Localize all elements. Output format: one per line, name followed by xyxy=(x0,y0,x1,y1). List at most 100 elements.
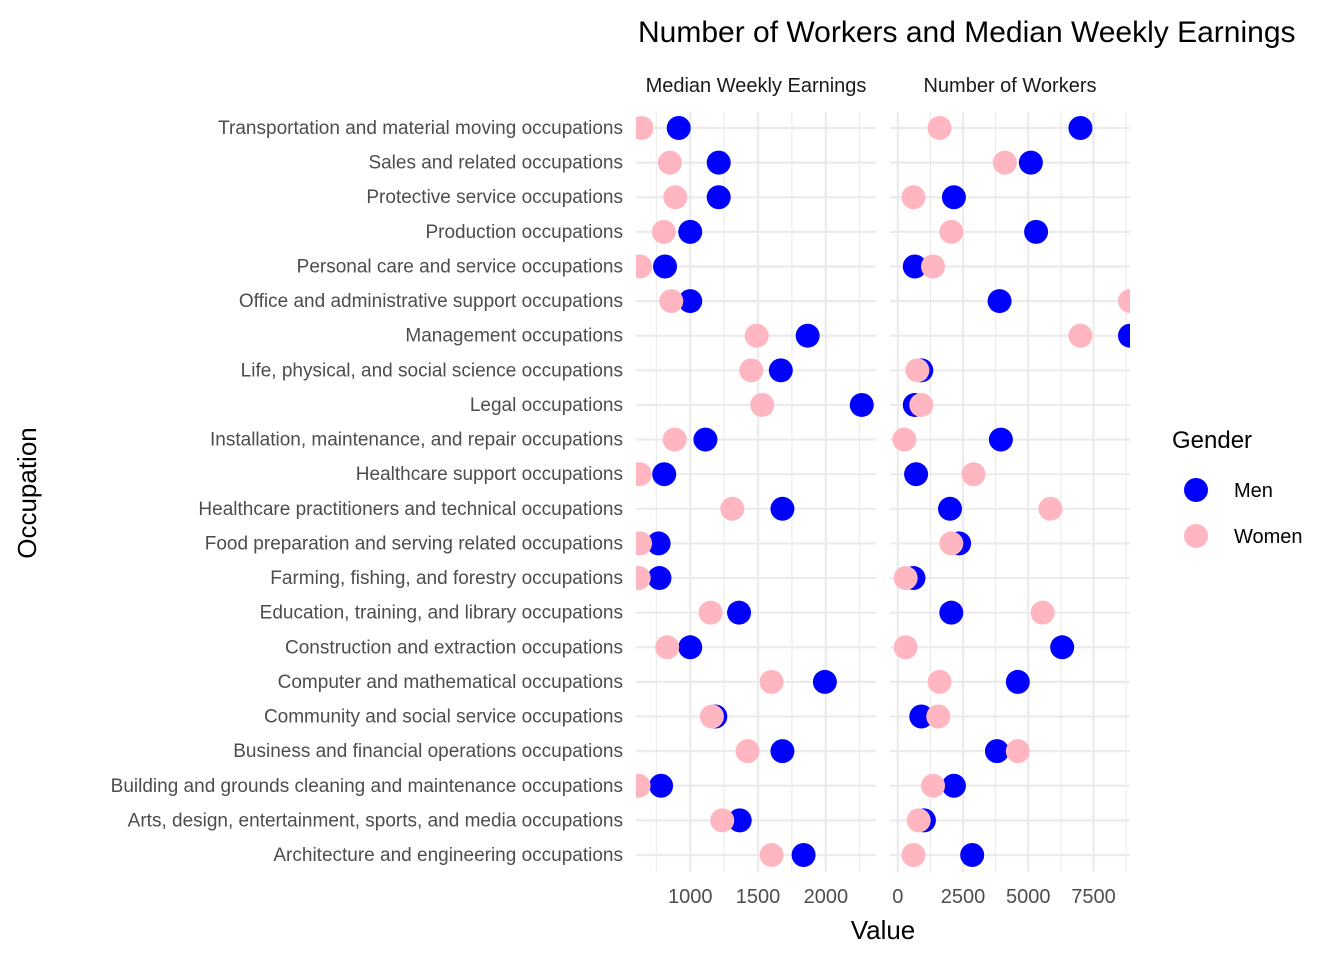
point-women xyxy=(906,808,931,833)
point-men xyxy=(941,185,966,210)
point-women xyxy=(926,704,951,729)
point-men xyxy=(678,635,703,660)
x-axis-tick-labels: 0 2500 5000 7500 xyxy=(892,886,1115,908)
point-women xyxy=(636,462,652,487)
point-women xyxy=(663,185,688,210)
point-women xyxy=(921,773,946,798)
point-women xyxy=(636,773,651,798)
x-axis-tick-labels: 1000 1500 2000 xyxy=(668,886,848,908)
y-axis-label: Occupation xyxy=(12,427,42,559)
point-men xyxy=(727,808,752,833)
point-women xyxy=(901,843,926,867)
point-men xyxy=(984,739,1009,764)
y-tick-label: Personal care and service occupations xyxy=(297,256,623,277)
point-men xyxy=(1024,219,1049,244)
point-women xyxy=(739,358,764,383)
point-men xyxy=(791,843,816,867)
y-tick-label: Food preparation and serving related occ… xyxy=(205,533,623,554)
point-men xyxy=(678,219,703,244)
point-men xyxy=(1068,116,1093,140)
point-men xyxy=(653,254,678,279)
point-men xyxy=(988,427,1013,452)
legend: Gender Men Women xyxy=(1172,427,1303,548)
point-men xyxy=(938,496,962,521)
y-tick-label: Sales and related occupations xyxy=(368,153,623,174)
y-tick-label: Community and social service occupations xyxy=(264,707,623,728)
point-women xyxy=(909,392,934,417)
y-tick-label: Architecture and engineering occupations xyxy=(273,845,623,866)
point-men xyxy=(706,185,731,210)
point-men xyxy=(939,600,964,625)
x-tick-label: 2500 xyxy=(941,886,986,908)
y-tick-label: Healthcare practitioners and technical o… xyxy=(198,499,623,520)
point-women xyxy=(939,219,964,244)
y-tick-label: Farming, fishing, and forestry occupatio… xyxy=(270,568,623,589)
point-women xyxy=(759,843,784,867)
point-women xyxy=(744,323,769,348)
point-women xyxy=(698,600,723,625)
y-tick-label: Production occupations xyxy=(425,222,623,243)
y-tick-label: Building and grounds cleaning and mainte… xyxy=(111,776,623,797)
point-women xyxy=(659,289,684,314)
y-tick-label: Protective service occupations xyxy=(366,187,623,208)
point-women xyxy=(992,150,1017,175)
y-tick-label: Office and administrative support occupa… xyxy=(239,291,623,312)
point-women xyxy=(636,566,651,591)
point-women xyxy=(636,254,653,279)
point-women xyxy=(750,392,775,417)
point-men xyxy=(1050,635,1075,660)
legend-key-women xyxy=(1184,524,1208,548)
point-women xyxy=(636,531,653,556)
point-men xyxy=(678,289,703,314)
y-tick-label: Legal occupations xyxy=(470,395,623,416)
point-men xyxy=(1018,150,1043,175)
y-tick-label: Transportation and material moving occup… xyxy=(218,118,623,139)
point-men xyxy=(1005,669,1030,694)
point-women xyxy=(905,358,930,383)
point-men xyxy=(902,254,927,279)
point-men xyxy=(666,116,691,140)
point-men xyxy=(770,496,795,521)
point-women xyxy=(927,116,952,140)
x-tick-label: 0 xyxy=(892,886,903,908)
point-men xyxy=(649,773,674,798)
point-women xyxy=(636,116,654,140)
data-points xyxy=(892,116,1130,867)
y-tick-label: Business and financial operations occupa… xyxy=(233,741,623,762)
y-tick-label: Education, training, and library occupat… xyxy=(260,603,623,624)
panel-number-of-workers: Number of Workers 0 2500 5000 7500 xyxy=(890,75,1130,908)
point-women xyxy=(939,531,964,556)
x-tick-label: 1500 xyxy=(736,886,781,908)
x-tick-label: 7500 xyxy=(1071,886,1116,908)
y-tick-label: Computer and mathematical occupations xyxy=(278,672,623,693)
point-men xyxy=(652,462,677,487)
point-men xyxy=(987,289,1012,314)
legend-key-men xyxy=(1184,478,1208,502)
point-women xyxy=(893,635,918,660)
strip-label: Median Weekly Earnings xyxy=(646,75,867,97)
point-men xyxy=(795,323,820,348)
point-women xyxy=(1068,323,1093,348)
point-men xyxy=(647,566,672,591)
point-women xyxy=(655,635,680,660)
y-tick-label: Management occupations xyxy=(405,326,623,347)
point-men xyxy=(904,462,929,487)
x-tick-label: 2000 xyxy=(804,886,849,908)
point-women xyxy=(1005,739,1030,764)
y-tick-label: Arts, design, entertainment, sports, and… xyxy=(128,810,623,831)
legend-label-women: Women xyxy=(1234,526,1303,548)
point-men xyxy=(768,358,793,383)
y-axis: Occupation Architecture and engineering … xyxy=(12,118,623,866)
y-tick-label: Installation, maintenance, and repair oc… xyxy=(210,430,623,451)
point-men xyxy=(1118,323,1130,348)
point-women xyxy=(1038,496,1063,521)
point-men xyxy=(770,739,795,764)
point-men xyxy=(941,773,966,798)
point-men xyxy=(693,427,718,452)
point-men xyxy=(849,392,874,417)
point-women xyxy=(961,462,986,487)
point-men xyxy=(909,704,934,729)
panel-median-weekly-earnings: Median Weekly Earnings 1000 1500 2000 xyxy=(636,75,876,908)
point-women xyxy=(1030,600,1055,625)
